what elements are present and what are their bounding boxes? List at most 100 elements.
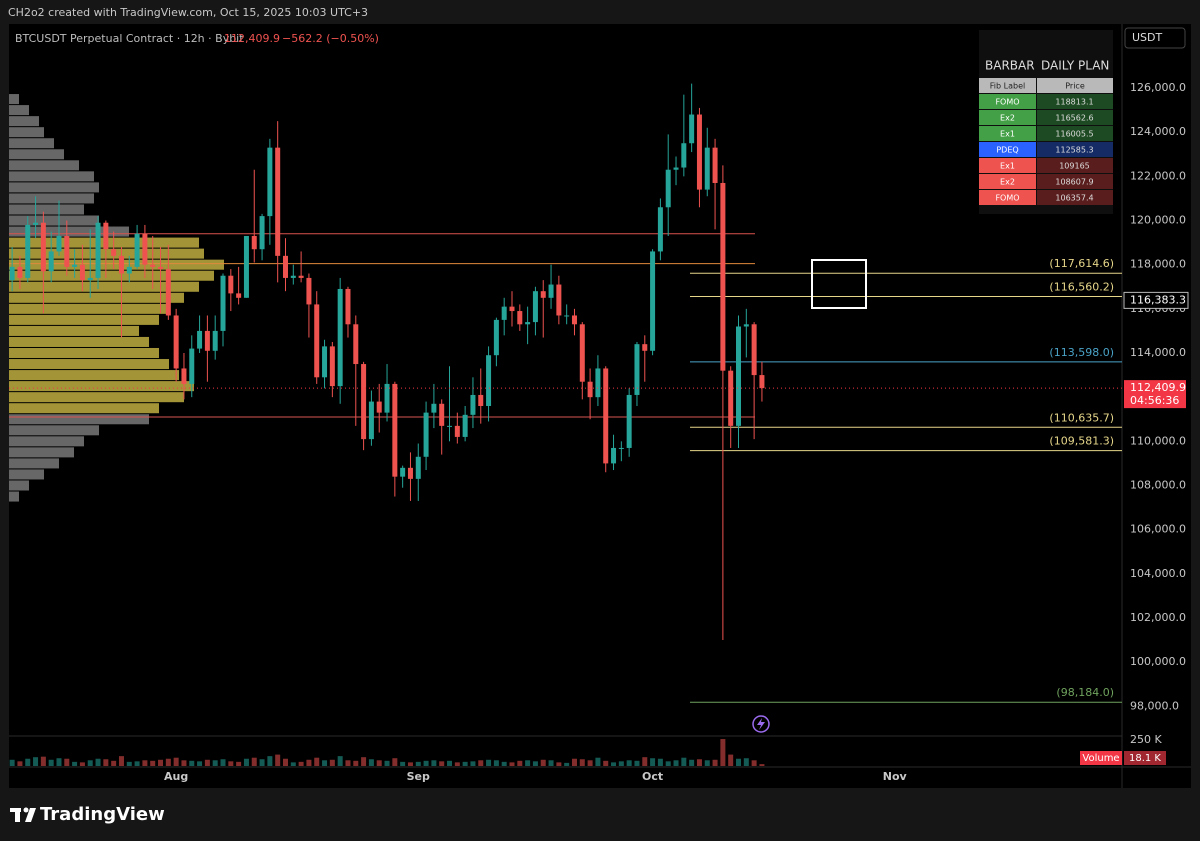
volume-bar [650, 758, 656, 766]
candle-body [314, 304, 320, 378]
candle-body [95, 222, 101, 278]
candle-body [650, 251, 656, 351]
candle-body [423, 412, 429, 457]
candle-body [204, 330, 210, 351]
candle-body [392, 383, 398, 477]
table-price: 109165 [1059, 162, 1090, 171]
volume-bar [696, 759, 702, 766]
x-tick-label: Sep [407, 770, 430, 783]
volume-bar [337, 756, 343, 766]
profile-bar [9, 226, 129, 237]
volume-label: Volume [1082, 753, 1119, 764]
volume-bar [165, 758, 171, 766]
volume-bar [618, 761, 624, 766]
candle-body [603, 368, 609, 464]
volume-bar [25, 758, 31, 766]
volume-bar [509, 762, 515, 766]
volume-bar [751, 760, 757, 766]
profile-bar [9, 325, 139, 336]
table-label: Ex1 [1000, 130, 1015, 139]
candle-body [48, 251, 54, 272]
level-label: (109,581.3) [1049, 435, 1114, 448]
profile-bar [9, 425, 99, 436]
candle-body [150, 264, 156, 267]
volume-bar [673, 760, 679, 766]
candle-body [548, 284, 554, 298]
volume-bar [392, 758, 398, 766]
candle-body [251, 235, 257, 250]
profile-bar [9, 347, 159, 359]
volume-bar [298, 761, 304, 766]
logo-dot [23, 807, 29, 813]
profile-bar [9, 414, 149, 425]
volume-bar [40, 756, 46, 766]
profile-bar [9, 94, 19, 105]
currency[interactable]: USDT [1132, 31, 1163, 44]
candle-body [454, 425, 460, 437]
volume-bar [665, 761, 671, 766]
candle-body [689, 114, 695, 144]
candle-body [79, 264, 85, 281]
candle-body [595, 368, 601, 398]
profile-bar [9, 480, 29, 491]
volume-bar [103, 759, 109, 766]
currency-button[interactable] [1124, 27, 1186, 49]
table-header-cell [979, 78, 1036, 93]
profile-bar [9, 359, 169, 370]
profile-bar [9, 392, 184, 403]
volume-bar [353, 760, 359, 766]
volume-bar [548, 760, 554, 766]
y-tick-label: 100,000.0 [1130, 655, 1186, 668]
y-tick-label: 106,000.0 [1130, 523, 1186, 536]
volume-bar [95, 758, 101, 766]
volume-bar [181, 760, 187, 766]
event-icon[interactable] [752, 715, 770, 733]
volume-bar [642, 757, 648, 766]
candle-body [64, 235, 70, 267]
volume-bar [478, 760, 484, 766]
candle-body [290, 275, 296, 278]
table-price-cell [1037, 190, 1113, 205]
countdown: 04:56:36 [1130, 394, 1179, 407]
candle-body [696, 114, 702, 190]
candle-body [571, 315, 577, 325]
x-tick-label: Aug [164, 770, 188, 783]
volume-bar [634, 760, 640, 766]
table-price-cell [1037, 126, 1113, 141]
candle-body [728, 370, 734, 426]
y-tick-label: 98,000.0 [1130, 699, 1179, 712]
candle-body [118, 255, 124, 274]
credit: CH2o2 created with TradingView.com, Oct … [8, 6, 368, 19]
volume-bar [501, 761, 507, 766]
profile-bar [9, 281, 199, 292]
candle-body [587, 381, 593, 398]
volume-bar [189, 760, 195, 766]
candle-body [111, 249, 117, 256]
table-label: FOMO [995, 98, 1019, 107]
volume-bar [587, 760, 593, 766]
table-price: 116005.5 [1055, 130, 1093, 139]
volume-last-box [1124, 751, 1166, 765]
logo-slash [25, 808, 36, 822]
volume-bar [657, 758, 663, 766]
table-label: PDEQ [996, 146, 1018, 155]
profile-bar [9, 160, 79, 171]
volume-bar [9, 759, 15, 766]
candle-body [501, 306, 507, 320]
last-price: 112,409.9 [224, 32, 280, 45]
volume-bar [564, 762, 570, 766]
volume-bar [368, 759, 374, 766]
candle-body [298, 275, 304, 278]
volume-bar [689, 759, 695, 766]
table-header-cell [1037, 78, 1113, 93]
volume-bar [579, 759, 585, 766]
table-title-left: BARBAR [985, 59, 1035, 73]
event-bolt [757, 718, 765, 730]
volume-bar [150, 760, 156, 766]
logo: TradingView [40, 804, 165, 825]
candle-body [384, 383, 390, 413]
candle-body [181, 368, 187, 384]
candle-body [368, 401, 374, 440]
candle-body [759, 375, 765, 389]
table-label-cell [979, 126, 1036, 141]
